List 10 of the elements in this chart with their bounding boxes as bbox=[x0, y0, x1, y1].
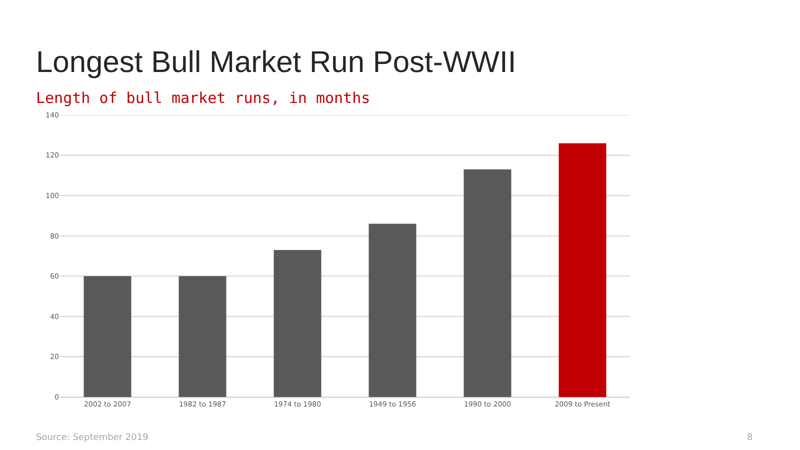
bar bbox=[464, 169, 512, 397]
bar bbox=[84, 276, 132, 397]
chart-subtitle: Length of bull market runs, in months bbox=[36, 89, 370, 107]
text: 8 bbox=[747, 433, 753, 443]
bar bbox=[178, 276, 226, 397]
bar bbox=[274, 250, 322, 397]
chart-title: Longest Bull Market Run Post-WWII bbox=[36, 46, 516, 79]
bar bbox=[368, 224, 416, 397]
source-note: Source: September 2019 bbox=[36, 433, 149, 443]
bar bbox=[558, 143, 606, 397]
